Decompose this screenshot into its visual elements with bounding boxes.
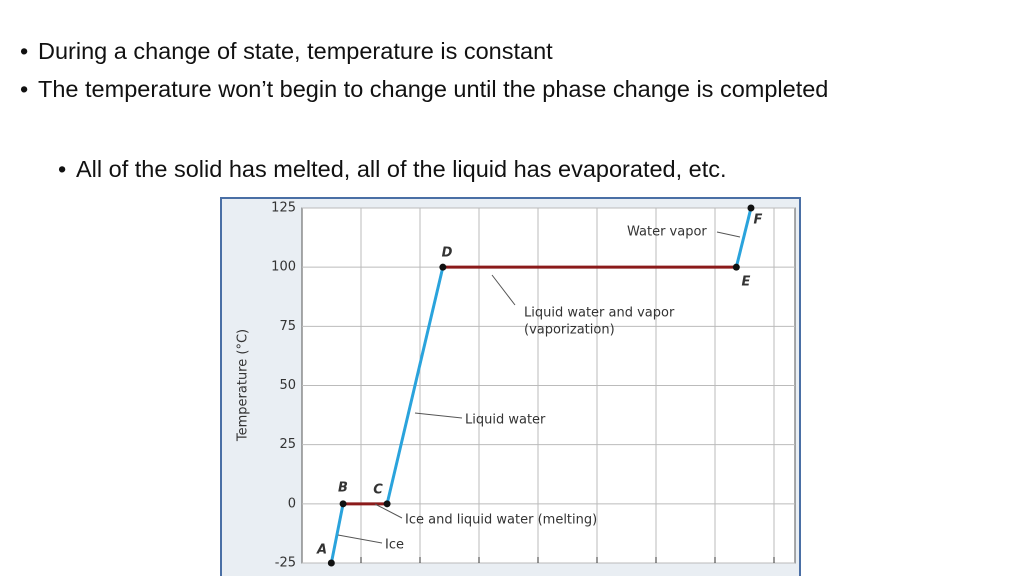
curve-segment: [329, 503, 345, 564]
y-tick-label: 75: [279, 319, 296, 334]
annotation: (vaporization): [524, 323, 615, 338]
leader-line: [491, 274, 516, 306]
y-tick-label: 25: [279, 437, 296, 452]
annotation: Liquid water and vapor: [524, 306, 675, 321]
leader-line: [414, 412, 463, 419]
point-label: E: [742, 275, 751, 290]
bullet: During a change of state, temperature is…: [20, 34, 553, 68]
point-label: D: [442, 246, 453, 261]
point: [732, 263, 740, 271]
point: [747, 204, 755, 212]
sub-bullet: All of the solid has melted, all of the …: [58, 152, 727, 186]
leader-line: [374, 503, 403, 519]
annotation: Ice and liquid water (melting): [405, 513, 597, 528]
curve-segment: [734, 207, 753, 268]
point-label: C: [373, 483, 383, 498]
y-tick-label: -25: [275, 556, 296, 571]
point: [339, 500, 347, 508]
point-label: B: [338, 481, 348, 496]
point-label: F: [754, 213, 763, 228]
point: [327, 559, 335, 567]
point-label: A: [316, 543, 327, 558]
y-axis-label: Temperature (°C): [236, 329, 251, 442]
point: [439, 263, 447, 271]
y-tick-label: 50: [279, 378, 296, 393]
annotation: Ice: [385, 538, 404, 553]
y-tick-label: 125: [271, 201, 296, 216]
annotation: Liquid water: [465, 413, 546, 428]
leader-line: [337, 534, 383, 544]
annotation: Water vapor: [627, 225, 707, 240]
leader-line: [716, 231, 741, 238]
curve-segment: [385, 266, 445, 505]
y-tick-label: 0: [288, 496, 296, 511]
bullet: The temperature won’t begin to change un…: [20, 72, 958, 106]
point: [383, 500, 391, 508]
y-tick-label: 100: [271, 260, 296, 275]
